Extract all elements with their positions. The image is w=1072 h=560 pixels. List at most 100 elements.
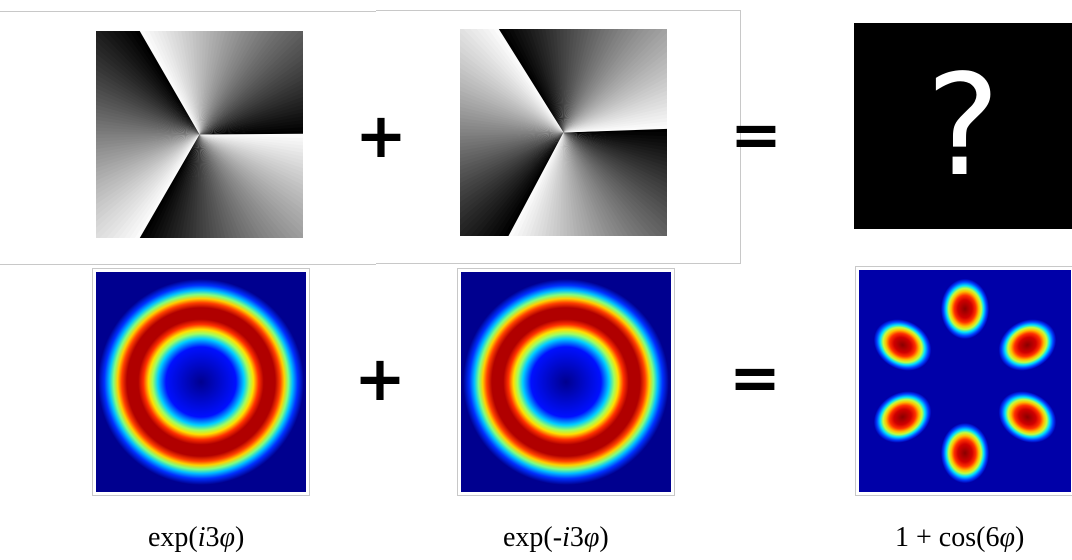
- phase-sector: [563, 132, 667, 144]
- donut-intensity-image: [96, 272, 306, 492]
- phase-map-positive-image: [96, 31, 303, 238]
- phase-sector: [96, 100, 200, 135]
- phase-sector: [96, 130, 200, 136]
- intensity-ring: [98, 279, 304, 485]
- phase-sector: [177, 134, 200, 238]
- phase-sector: [556, 132, 564, 236]
- caption-positive-charge: exp(i3φ): [148, 522, 245, 553]
- phase-sector: [563, 132, 667, 236]
- phase-sector: [563, 132, 667, 179]
- phase-sector: [199, 31, 303, 135]
- caption-negative-charge: exp(-i3φ): [503, 522, 609, 553]
- top-frame-top-right: [376, 10, 740, 11]
- phase-sector: [460, 102, 564, 133]
- phase-sector: [96, 112, 200, 135]
- phase-sector: [563, 132, 667, 203]
- phase-sector: [199, 134, 208, 238]
- phase-sector: [460, 62, 564, 133]
- phase-sector: [563, 132, 667, 198]
- phase-sector: [96, 69, 200, 135]
- phase-sector: [551, 29, 564, 133]
- phase-sector: [96, 134, 200, 238]
- phase-sector: [460, 106, 564, 133]
- phase-sector: [562, 29, 568, 133]
- phase-sector: [460, 110, 564, 133]
- phase-sector: [460, 125, 564, 133]
- phase-sector: [96, 41, 200, 135]
- top-frame-top-left: [0, 11, 376, 12]
- phase-sector: [563, 29, 667, 133]
- phase-sector: [563, 29, 602, 133]
- intensity-petal: [998, 391, 1057, 443]
- phase-sector: [96, 47, 200, 135]
- intensity-petal: [941, 423, 989, 484]
- phase-sector: [199, 31, 211, 135]
- phase-sector: [563, 131, 667, 137]
- phase-sector: [563, 29, 575, 133]
- phase-sector: [563, 132, 667, 151]
- top-frame-right: [740, 10, 741, 264]
- phase-sector: [563, 132, 572, 236]
- phase-sector: [460, 128, 564, 134]
- phase-sector: [559, 29, 564, 133]
- bottom-equals-operator: =: [729, 341, 781, 414]
- phase-sector: [493, 132, 564, 236]
- phase-sector: [195, 134, 201, 238]
- phase-sector: [96, 96, 200, 135]
- phase-sector: [198, 31, 204, 135]
- phase-sector: [184, 134, 200, 238]
- phase-sector: [199, 134, 303, 153]
- phase-map-positive: [96, 31, 303, 238]
- intensity-map-sum: [855, 266, 1072, 496]
- phase-sector: [199, 31, 218, 135]
- intensity-ring: [463, 279, 669, 485]
- intensity-petal: [941, 278, 989, 339]
- phase-sector: [563, 132, 667, 233]
- question-mark: ?: [925, 44, 1001, 208]
- phase-sector: [96, 31, 200, 135]
- donut-intensity-image: [461, 272, 671, 492]
- phase-sector: [563, 29, 651, 133]
- phase-sector: [460, 82, 564, 133]
- phase-sector: [199, 31, 300, 135]
- phase-sector: [563, 132, 667, 226]
- phase-sector: [563, 120, 667, 133]
- phase-sector: [199, 31, 246, 135]
- phase-sector: [541, 132, 564, 236]
- top-plus-operator: +: [355, 99, 407, 172]
- phase-sector: [96, 64, 200, 135]
- phase-sector: [460, 90, 564, 133]
- phase-sector: [199, 134, 303, 235]
- phase-sector: [460, 132, 564, 236]
- phase-sector: [460, 132, 564, 141]
- phase-sector: [529, 132, 564, 236]
- phase-sector: [548, 132, 564, 236]
- phase-sector: [199, 31, 265, 135]
- intensity-petal: [873, 391, 932, 443]
- phase-sector: [460, 67, 564, 133]
- phase-sector: [96, 84, 200, 135]
- phase-sector: [199, 122, 303, 135]
- phase-sector: [187, 31, 200, 135]
- phase-sector: [563, 29, 629, 133]
- unknown-result-box: ?: [854, 23, 1072, 229]
- phase-sector: [563, 29, 664, 133]
- phase-sector: [199, 31, 238, 135]
- phase-sector: [199, 134, 303, 200]
- phase-sector: [199, 134, 303, 146]
- phase-sector: [96, 134, 200, 143]
- phase-sector: [460, 39, 564, 133]
- phase-sector: [563, 29, 582, 133]
- phase-sector: [460, 51, 564, 133]
- caption-sum: 1 + cos(6φ): [895, 522, 1025, 553]
- phase-sector: [199, 134, 303, 205]
- phase-sector: [195, 31, 200, 135]
- phase-sector: [96, 92, 200, 135]
- phase-sector: [165, 134, 200, 238]
- phase-sector: [129, 134, 200, 238]
- phase-sector: [134, 134, 200, 238]
- phase-sector: [199, 134, 303, 228]
- phase-sector: [563, 128, 667, 133]
- top-frame-bottom-left: [0, 264, 376, 265]
- intensity-map-positive: [92, 268, 310, 496]
